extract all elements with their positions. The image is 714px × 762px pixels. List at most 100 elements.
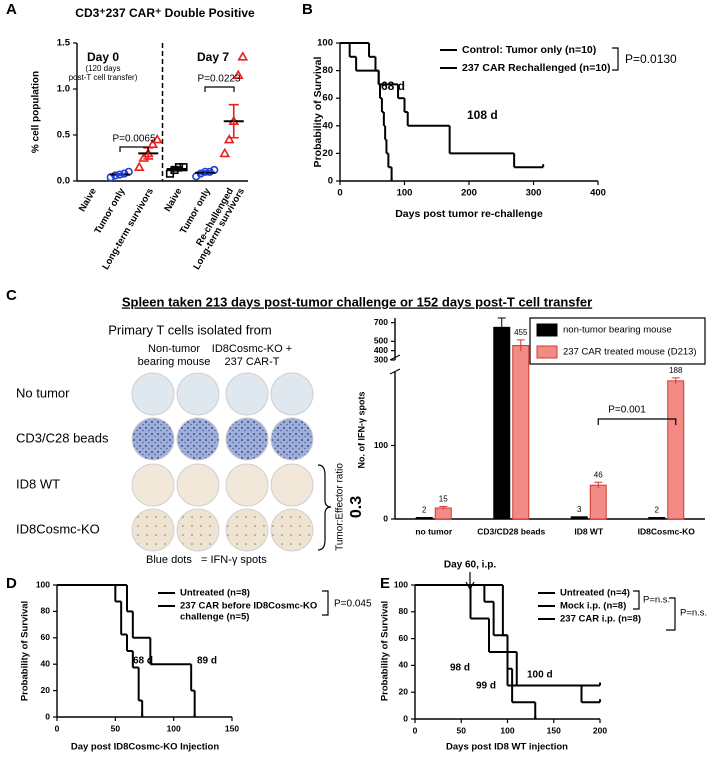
value-label: 15 [439,495,448,504]
y-tick-label: 0.5 [57,130,71,141]
column-header: Non-tumor [148,343,200,355]
bracket [119,146,149,152]
annotation: P=0.045 [334,599,372,610]
value-label: 2 [422,506,427,515]
point [237,51,249,61]
well [270,463,314,507]
legend-swatch [536,323,558,337]
key-highlight: Blue dots [146,554,192,566]
panel-label: D [6,575,17,592]
y-tick-label: 40 [399,660,409,670]
well [131,417,175,461]
well [176,463,220,507]
annotation: Day 0 [87,50,119,64]
bar [648,517,666,520]
point [223,133,235,144]
error-bar [594,481,603,489]
bracket [612,47,619,71]
x-tick-label: 0 [337,188,342,199]
error-bar [497,317,506,337]
bracket [633,590,640,610]
y-tick-label: 100 [36,579,50,589]
legend-label: Untreated (n=4) [560,588,630,599]
legend-label: 237 CAR treated mouse (D213) [563,347,697,358]
panel-label: A [6,1,17,18]
legend-label: challenge (n=5) [180,612,249,623]
value-label: 188 [669,366,683,375]
row-label: ID8 WT [16,476,60,491]
ratio-label: Tumor:Effector ratio [335,463,346,551]
value-label: 46 [594,470,603,479]
x-tick-label: 400 [590,188,606,199]
bar [667,380,685,520]
bar [493,326,511,520]
annotation: 100 d [527,670,553,681]
annotation: P=0.001 [608,405,646,416]
legend-label: Mock i.p. (n=8) [560,601,626,612]
chart-title: CD3⁺237 CAR⁺ Double Positive [75,6,255,20]
well [225,417,269,461]
well [225,463,269,507]
key-text: = IFN-γ spots [201,554,267,566]
x-tick-label: 300 [526,188,542,199]
bracket [465,581,475,591]
x-tick-label: ID8Cosmc-KO [638,526,696,536]
error-bar [671,377,680,384]
value-label: 455 [514,328,528,337]
source-title: Primary T cells isolated from [108,322,272,337]
y-tick-label: 400 [374,345,388,355]
x-tick-label: no tumor [415,526,453,536]
bar [570,516,588,520]
x-tick-label: 50 [111,723,121,733]
ratio-value: 0.3 [348,496,365,518]
y-tick-label: 100 [374,440,388,450]
well [176,372,220,416]
y-tick-label: 60 [322,93,333,104]
annotation: 68 d [381,79,405,93]
y-tick-label: 80 [322,65,333,76]
x-tick-label: 100 [167,723,181,733]
value-label: 2 [655,506,660,515]
panel-label: C [6,287,17,304]
annotation: 68 d [133,656,153,667]
legend-label: Control: Tumor only (n=10) [462,44,596,56]
y-tick-label: 0.0 [57,176,70,187]
well [176,417,220,461]
heading: Spleen taken 213 days post-tumor challen… [122,294,592,309]
y-tick-label: 300 [374,354,388,364]
x-tick-label: 100 [500,725,514,735]
y-tick-label: 40 [41,658,51,668]
y-tick-label: 20 [399,686,409,696]
y-tick-label: 60 [399,633,409,643]
bar [512,345,530,520]
annotation: P=0.0130 [625,52,677,66]
point [219,147,231,158]
y-tick-label: 100 [394,579,408,589]
legend-label: non-tumor bearing mouse [563,325,672,336]
annotation: P=0.0065 [112,134,156,145]
row-label: CD3/C28 beads [16,430,109,445]
annotation: (120 days [85,64,120,73]
error-bar [439,506,448,510]
brace [317,464,332,551]
well [131,372,175,416]
x-axis-label: Days post ID8 WT injection [446,742,568,753]
annotation: P=n.s. [680,608,707,619]
bracket [322,590,329,616]
well [176,508,220,552]
legend-label: 237 CAR before ID8Cosmc-KO [180,601,317,612]
annotation: Day 60, i.p. [444,560,496,571]
point [151,133,163,144]
x-tick-label: ID8 WT [574,526,604,536]
annotation: 99 d [476,681,496,692]
row-label: No tumor [16,385,70,400]
legend-box [529,317,706,365]
point [133,161,145,171]
well [270,508,314,552]
well [225,508,269,552]
well [270,417,314,461]
x-tick-label: Naive [162,186,184,213]
y-tick-label: 700 [374,317,388,327]
y-tick-label: 500 [374,336,388,346]
